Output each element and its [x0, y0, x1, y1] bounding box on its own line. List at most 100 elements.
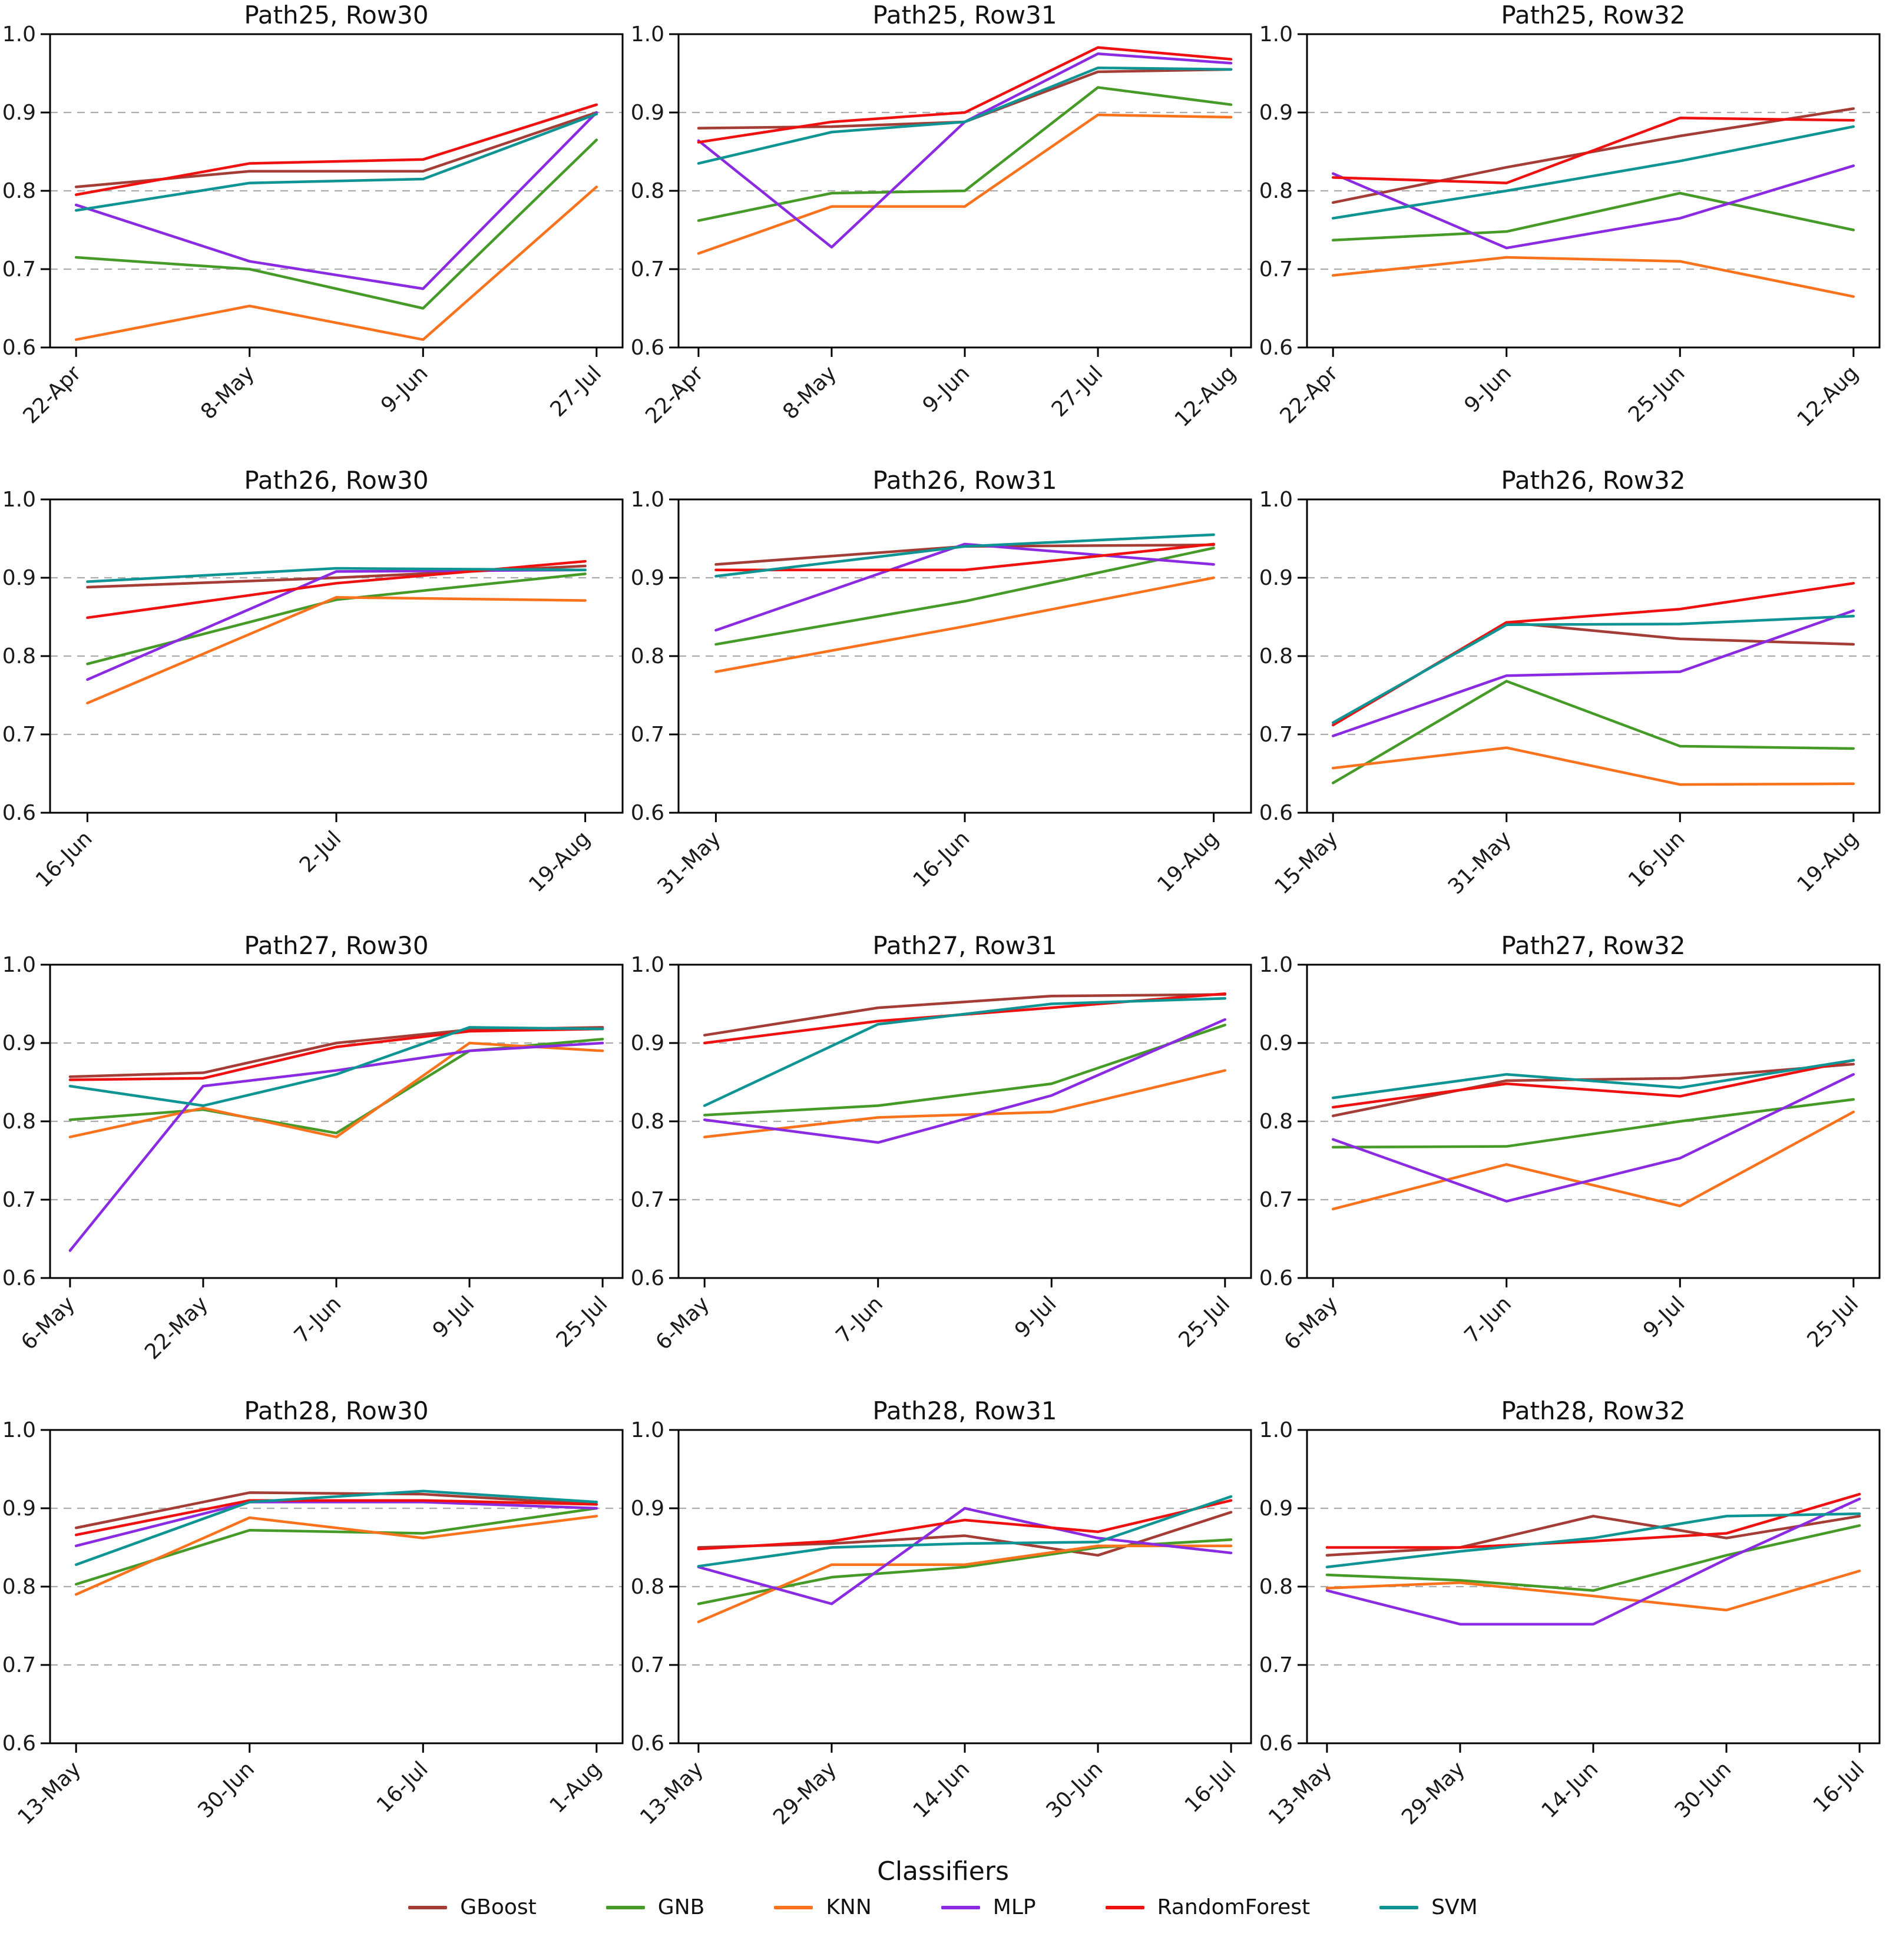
- series-line-mlp: [86, 568, 587, 681]
- series-line-randomforest: [1325, 1492, 1861, 1549]
- line-chart-path28-row30: 1.0 0.9 0.8 0.7 0.613-May 30-Jun 16-Jul 1-Aug Pa…: [2, 1396, 624, 1830]
- series-line-gnb: [714, 547, 1215, 646]
- y-tick-label: 0.6: [1259, 801, 1293, 825]
- x-axis-label: Classifiers: [877, 1856, 1009, 1886]
- line-chart-path26-row32: 1.0 0.9 0.8 0.7 0.615-May 31-May 16-Jun 19-Aug P…: [1259, 466, 1881, 899]
- x-tick-label: 19-Aug: [1792, 826, 1863, 897]
- series-line-gnb: [697, 86, 1233, 222]
- x-tick-label: 7-Jun: [1460, 1292, 1517, 1348]
- series-line-mlp: [1331, 609, 1855, 737]
- y-tick-label: 0.9: [2, 1031, 36, 1055]
- x-tick-label: 22-Apr: [641, 361, 708, 428]
- legend-item-gboost: GBoost: [408, 1895, 537, 1919]
- x-tick-label: 22-Apr: [1275, 361, 1342, 428]
- y-tick-label: 0.6: [631, 801, 664, 825]
- x-tick-label: 8-May: [778, 361, 841, 424]
- series-line-gboost: [1325, 1515, 1861, 1557]
- series-line-gnb: [86, 572, 587, 666]
- legend-item-gnb: GNB: [605, 1895, 704, 1919]
- line-chart-path26-row31: 1.0 0.9 0.8 0.7 0.631-May 16-Jun 19-Aug Path26,…: [631, 466, 1252, 899]
- y-tick-label: 0.9: [1259, 1497, 1293, 1521]
- series-line-randomforest: [68, 1027, 604, 1081]
- x-tick-label: 14-Jun: [1537, 1757, 1603, 1823]
- series-line-knn: [68, 1041, 604, 1138]
- knn-line-swatch: [774, 1905, 813, 1909]
- x-tick-label: 16-Jul: [1180, 1757, 1241, 1817]
- legend-item-randomforest: RandomForest: [1105, 1895, 1310, 1919]
- series-line-mlp: [703, 1018, 1227, 1144]
- series-line-mlp: [1325, 1497, 1861, 1626]
- series-line-mlp: [74, 111, 598, 290]
- series-line-svm: [74, 112, 598, 212]
- x-tick-label: 22-May: [140, 1292, 213, 1364]
- x-tick-label: 2-Jul: [295, 826, 346, 878]
- x-tick-label: 16-Jul: [372, 1757, 433, 1817]
- series-line-svm: [697, 1495, 1233, 1568]
- svm-line-swatch: [1379, 1905, 1419, 1909]
- subplot-title: Path26, Row30: [244, 466, 428, 495]
- x-tick-label: 31-May: [1444, 826, 1516, 899]
- series-line-gboost: [1331, 1062, 1855, 1117]
- series-line-randomforest: [74, 103, 598, 196]
- line-chart-path27-row30: 1.0 0.9 0.8 0.7 0.66-May 22-May 7-Jun 9-Jul 25-J…: [2, 931, 624, 1365]
- subplot-path28-row30: 1.0 0.9 0.8 0.7 0.6 13-May 30-Jun 16-Jul 1-Aug Pa…: [0, 1396, 628, 1861]
- plot-frame: [677, 964, 1252, 1279]
- y-tick-label: 0.6: [1259, 1731, 1293, 1756]
- y-tick-label: 0.8: [631, 179, 664, 203]
- x-tick-label: 15-May: [1270, 826, 1342, 899]
- y-tick-label: 0.8: [1259, 179, 1293, 203]
- x-tick-label: 29-May: [769, 1757, 841, 1829]
- y-tick-label: 0.8: [2, 1110, 36, 1134]
- subplot-path28-row31: 1.0 0.9 0.8 0.7 0.6 13-May 29-May 14-Jun 30-Jun 1…: [628, 1396, 1257, 1861]
- series-line-gnb: [74, 138, 598, 310]
- y-tick-label: 0.6: [2, 336, 36, 360]
- series-line-mlp: [1331, 1072, 1855, 1203]
- y-tick-label: 0.7: [1259, 1188, 1293, 1212]
- y-tick-label: 0.7: [2, 1188, 36, 1212]
- x-tick-label: 8-May: [196, 361, 259, 424]
- series-line-svm: [714, 533, 1215, 578]
- x-tick-label: 27-Jul: [545, 361, 606, 422]
- y-tick-label: 0.7: [2, 1653, 36, 1677]
- series-line-mlp: [68, 1041, 604, 1252]
- series-line-mlp: [697, 52, 1233, 249]
- series-line-svm: [1331, 1059, 1855, 1100]
- x-tick-label: 19-Aug: [524, 826, 595, 897]
- series-line-gnb: [1325, 1524, 1861, 1592]
- plot-frame: [49, 964, 624, 1279]
- line-chart-path26-row30: 1.0 0.9 0.8 0.7 0.616-Jun 2-Jul 19-Aug Path26, …: [2, 466, 624, 897]
- y-tick-label: 1.0: [2, 1418, 36, 1442]
- legend-label: MLP: [992, 1895, 1036, 1919]
- legend-label: KNN: [826, 1895, 872, 1919]
- line-chart-path25-row30: 1.0 0.9 0.8 0.7 0.622-Apr 8-May 9-Jun 27-Jul Pat…: [2, 1, 624, 428]
- plot-frame: [677, 498, 1252, 814]
- figure-footer: Classifiers GBoost GNB KNN MLP RandomFor…: [0, 1856, 1886, 1960]
- series-line-randomforest: [1331, 117, 1855, 184]
- series-line-knn: [714, 576, 1215, 673]
- x-tick-label: 13-May: [636, 1757, 708, 1829]
- subplot-path28-row32: 1.0 0.9 0.8 0.7 0.6 13-May 29-May 14-Jun 30-Jun 1…: [1257, 1396, 1885, 1861]
- y-tick-label: 0.6: [1259, 1266, 1293, 1290]
- y-tick-label: 0.8: [631, 1575, 664, 1599]
- subplot-path26-row30: 1.0 0.9 0.8 0.7 0.6 16-Jun 2-Jul 19-Aug Path26, …: [0, 465, 628, 931]
- y-tick-label: 0.7: [2, 257, 36, 282]
- x-tick-label: 9-Jul: [1010, 1292, 1061, 1343]
- x-tick-label: 19-Aug: [1153, 826, 1223, 897]
- x-tick-label: 9-Jul: [428, 1292, 479, 1343]
- x-tick-label: 16-Jul: [1809, 1757, 1870, 1817]
- y-tick-label: 0.8: [2, 179, 36, 203]
- x-tick-label: 27-Jul: [1047, 361, 1108, 422]
- x-tick-label: 6-May: [651, 1292, 714, 1355]
- randomforest-line-swatch: [1105, 1905, 1144, 1909]
- y-tick-label: 0.7: [1259, 723, 1293, 747]
- subplot-title: Path25, Row32: [1501, 1, 1685, 29]
- y-tick-label: 0.7: [631, 257, 664, 282]
- y-tick-label: 0.9: [631, 566, 664, 590]
- x-tick-label: 7-Jun: [290, 1292, 346, 1348]
- gnb-line-swatch: [605, 1905, 645, 1909]
- line-chart-path27-row31: 1.0 0.9 0.8 0.7 0.66-May 7-Jun 9-Jul 25-Jul Path…: [631, 931, 1252, 1355]
- y-tick-label: 0.6: [2, 801, 36, 825]
- y-tick-label: 0.8: [631, 644, 664, 668]
- y-tick-label: 0.8: [1259, 644, 1293, 668]
- y-tick-label: 1.0: [2, 953, 36, 977]
